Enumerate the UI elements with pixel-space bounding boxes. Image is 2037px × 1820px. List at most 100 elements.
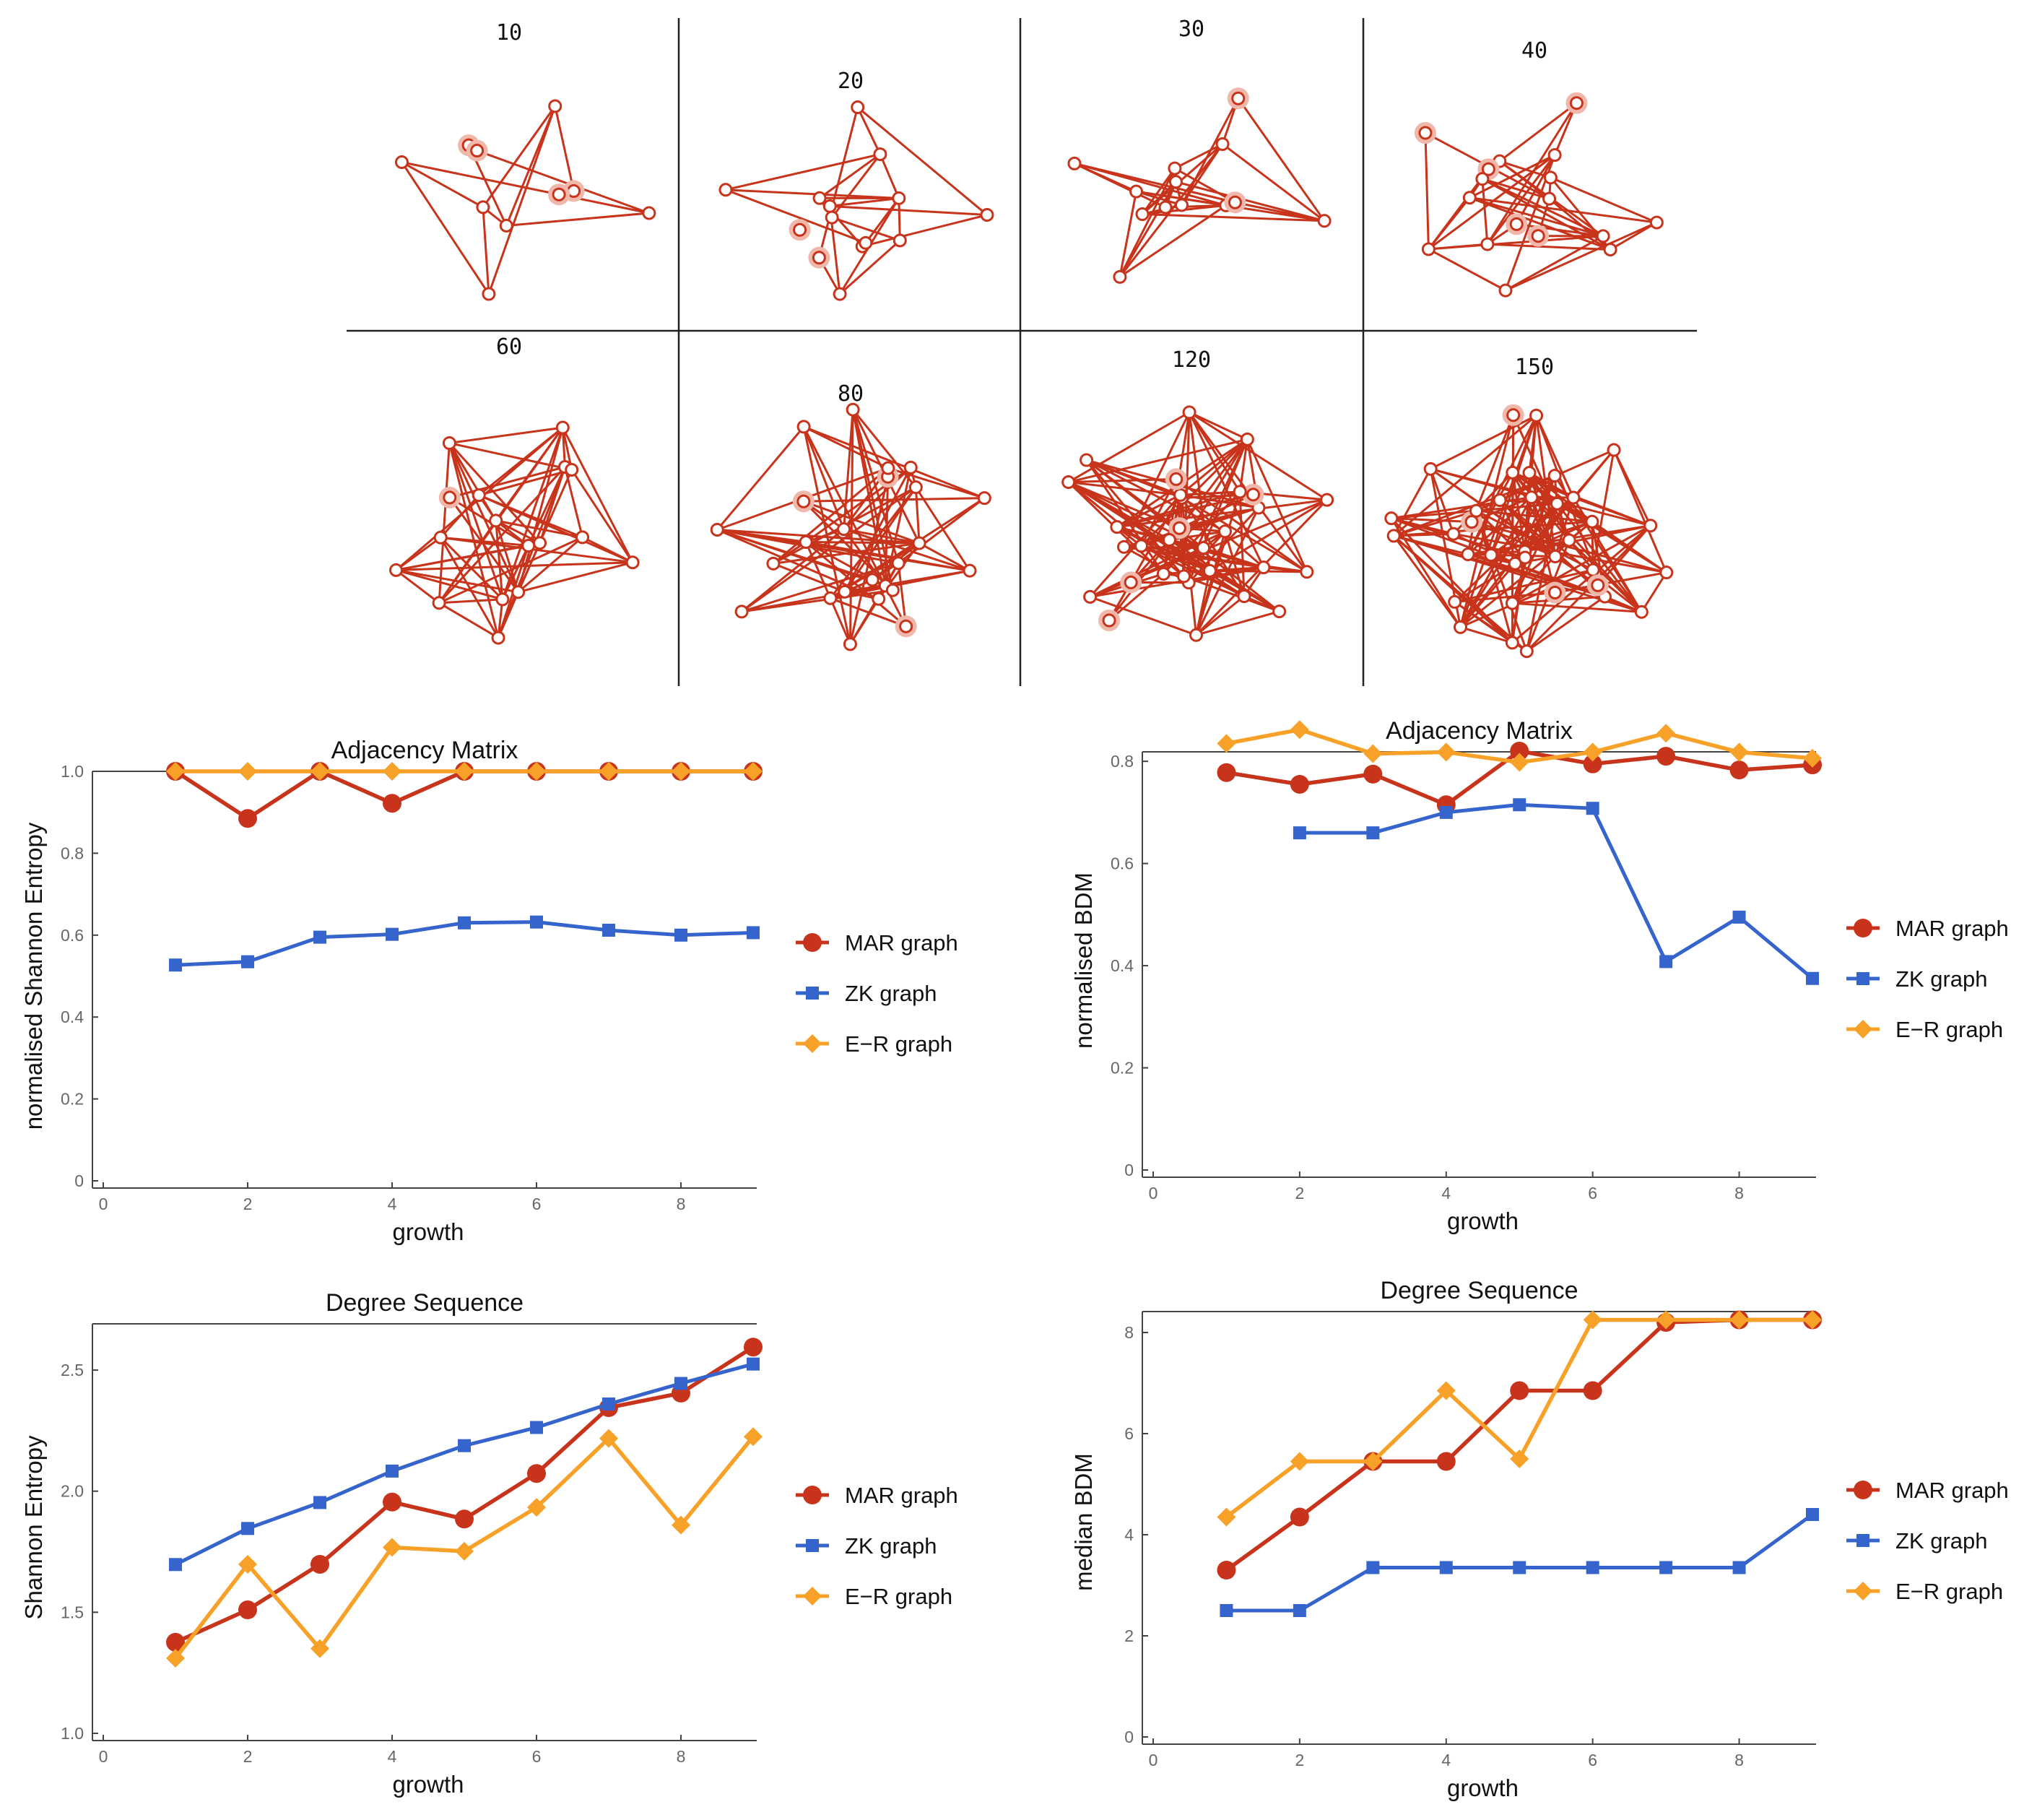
graph-edge bbox=[1067, 411, 1190, 483]
graph-node bbox=[1524, 490, 1539, 505]
graph-edge bbox=[1424, 132, 1430, 250]
point-marker-square bbox=[1856, 972, 1869, 985]
graph-edge bbox=[1085, 459, 1165, 575]
point-marker-diamond bbox=[744, 762, 763, 781]
chart-4: Degree Sequence 0 2 4 6 8 0 2 4 6 8 growth median BD… bbox=[1070, 1277, 2009, 1801]
graph-edge bbox=[843, 467, 912, 593]
point-marker-square bbox=[674, 1377, 687, 1390]
graph-edge bbox=[802, 500, 894, 592]
graph-node bbox=[1168, 175, 1183, 189]
point-marker-diamond bbox=[599, 1429, 618, 1448]
graph-node bbox=[552, 187, 566, 202]
point-marker-square bbox=[806, 1539, 819, 1552]
graph-edge bbox=[1591, 521, 1667, 573]
point-marker-diamond bbox=[310, 1639, 329, 1658]
legend: MAR graph ZK graph E−R graph bbox=[796, 1483, 958, 1609]
graph-node bbox=[1169, 472, 1183, 486]
graph-edge bbox=[1572, 497, 1643, 613]
graph-node bbox=[825, 210, 839, 225]
y-tick-label: 0 bbox=[1124, 1161, 1134, 1179]
y-tick-label: 0.2 bbox=[1111, 1059, 1134, 1078]
legend-item-zk: ZK graph bbox=[1846, 966, 1988, 992]
graph-node bbox=[1493, 493, 1507, 508]
graph-edge bbox=[438, 520, 497, 604]
graph-edge bbox=[1090, 566, 1264, 598]
graph-node bbox=[1562, 533, 1576, 547]
legend-label: E−R graph bbox=[1895, 1579, 2003, 1604]
graph-node bbox=[1506, 408, 1521, 422]
graph-node bbox=[511, 585, 526, 599]
graph-node bbox=[476, 200, 490, 214]
point-marker-diamond bbox=[527, 1498, 546, 1517]
y-tick-label: 4 bbox=[1124, 1525, 1134, 1544]
graph-node bbox=[1080, 453, 1094, 467]
point-marker-circle bbox=[1217, 763, 1236, 782]
graph-edge bbox=[495, 427, 564, 521]
chart-2: Adjacency Matrix 0 0.2 0.4 0.6 0.8 0 2 4 6 8 growth… bbox=[1070, 717, 2009, 1234]
graph-edge bbox=[1550, 176, 1657, 224]
graph-node bbox=[1607, 443, 1621, 457]
graph-edge bbox=[1393, 509, 1477, 537]
graph-edge bbox=[554, 105, 576, 191]
graph-edge bbox=[570, 469, 634, 563]
graph-node bbox=[1508, 556, 1522, 571]
graph-edge bbox=[803, 497, 985, 503]
chart-title: Adjacency Matrix bbox=[1386, 717, 1573, 745]
point-marker-diamond bbox=[383, 762, 401, 781]
series-line-er bbox=[1225, 1317, 1812, 1519]
graph-edge bbox=[1471, 521, 1556, 558]
point-marker-square bbox=[1513, 798, 1526, 812]
graph-edge bbox=[1528, 415, 1538, 473]
chart-1: Adjacency Matrix 0 0.2 0.4 0.6 0.8 1.0 0 2 4 6 8 gro… bbox=[20, 737, 958, 1245]
x-axis-label: growth bbox=[392, 1771, 464, 1798]
graph-edge bbox=[1180, 490, 1241, 496]
point-marker-diamond bbox=[310, 762, 329, 781]
graph-edge bbox=[1499, 160, 1551, 179]
point-marker-square bbox=[1732, 1561, 1746, 1574]
series-er bbox=[1217, 1310, 1822, 1527]
graph-node bbox=[980, 208, 994, 222]
series-er bbox=[166, 762, 763, 781]
graph-edge bbox=[831, 216, 900, 242]
x-tick-label: 2 bbox=[243, 1747, 253, 1766]
graph-edge bbox=[884, 477, 890, 586]
graph-edge bbox=[1505, 235, 1604, 292]
y-axis-label: median BDM bbox=[1070, 1453, 1097, 1591]
graph-node bbox=[1231, 91, 1246, 105]
graph-edge bbox=[401, 161, 490, 295]
graph-node bbox=[1518, 550, 1532, 565]
graph-edge bbox=[1196, 610, 1280, 636]
graph-edge bbox=[438, 602, 499, 639]
graph-edge bbox=[1195, 595, 1245, 636]
graph-node bbox=[1480, 237, 1495, 251]
graph-edge bbox=[1482, 178, 1550, 200]
y-tick-label: 0.6 bbox=[1111, 854, 1134, 873]
graph-edge bbox=[1068, 438, 1248, 484]
point-marker-square bbox=[386, 1464, 399, 1478]
graph-edge bbox=[805, 541, 970, 572]
graph-edge bbox=[803, 425, 985, 500]
graph-edge bbox=[396, 568, 503, 601]
point-marker-square bbox=[1513, 1561, 1526, 1574]
point-marker-diamond bbox=[1290, 720, 1309, 740]
graph-edge bbox=[1453, 532, 1516, 565]
series-line-mar bbox=[1225, 1317, 1812, 1572]
graph-node bbox=[1550, 496, 1564, 511]
graph-edge bbox=[440, 536, 529, 547]
graph-edge bbox=[1140, 438, 1248, 547]
graph-node bbox=[432, 596, 446, 610]
graph-edge bbox=[1174, 167, 1236, 204]
graph-edge bbox=[804, 541, 832, 599]
point-marker-square bbox=[241, 955, 254, 968]
legend-label: ZK graph bbox=[845, 1533, 937, 1559]
graph-node bbox=[482, 287, 496, 301]
graph-edge bbox=[396, 561, 633, 571]
graph-node bbox=[443, 490, 457, 505]
point-marker-diamond bbox=[455, 1541, 474, 1561]
point-marker-circle bbox=[1656, 747, 1676, 766]
graph-node bbox=[859, 235, 873, 250]
graph-node bbox=[1498, 283, 1513, 298]
graph-node bbox=[885, 583, 900, 597]
point-marker-circle bbox=[238, 1600, 257, 1619]
y-tick-label: 2 bbox=[1124, 1626, 1134, 1645]
